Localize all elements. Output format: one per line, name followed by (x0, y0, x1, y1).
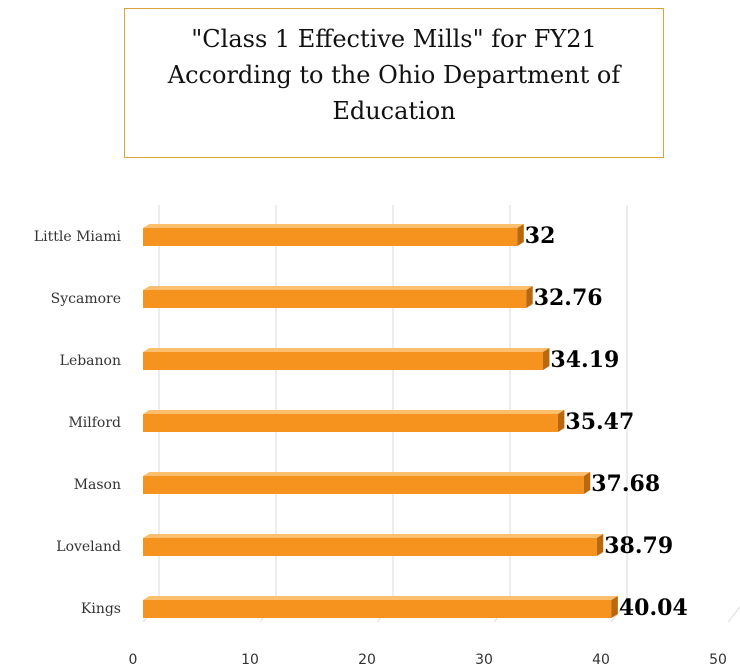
bar-front-face (143, 476, 584, 494)
data-label: 32 (525, 223, 556, 249)
bar (143, 472, 591, 494)
labels: 0 10 20 30 40 50 Little Miami 32 Sycamore 32.76 Le… (34, 223, 727, 666)
x-tick-label: 10 (241, 652, 259, 666)
x-tick-label: 30 (475, 652, 493, 666)
data-label: 34.19 (550, 347, 619, 373)
floor-gridline (727, 606, 740, 623)
data-label: 38.79 (604, 533, 673, 559)
data-label: 32.76 (534, 285, 603, 311)
bar-top-face (143, 348, 550, 352)
bar-top-face (143, 410, 565, 414)
x-tick-label: 40 (592, 652, 610, 666)
bar-top-face (143, 224, 524, 228)
bar-top-face (143, 534, 604, 538)
bar (143, 224, 524, 246)
bar (143, 596, 618, 618)
bar-side-face (611, 596, 618, 618)
data-label: 40.04 (619, 595, 688, 621)
category-label: Loveland (56, 539, 121, 555)
bar-front-face (143, 228, 518, 246)
bar-side-face (526, 286, 533, 308)
bar-side-face (583, 472, 591, 494)
data-label: 37.68 (591, 471, 660, 497)
bar-front-face (143, 352, 544, 370)
bar-top-face (143, 286, 533, 290)
category-label: Kings (81, 601, 121, 617)
bar (143, 410, 565, 432)
data-label: 35.47 (565, 409, 634, 435)
bar-side-face (543, 348, 550, 370)
floor-gridline (610, 601, 628, 623)
chart-title-box: "Class 1 Effective Mills" for FY21 Accor… (124, 8, 664, 158)
chart-title: "Class 1 Effective Mills" for FY21 Accor… (167, 25, 621, 125)
bar (143, 534, 604, 556)
bar-front-face (143, 414, 558, 432)
x-tick-label: 0 (129, 652, 138, 666)
bar-front-face (143, 600, 612, 618)
category-label: Lebanon (60, 353, 121, 369)
category-label: Little Miami (34, 229, 122, 245)
bars (143, 224, 618, 618)
x-tick-label: 50 (709, 652, 727, 666)
bar-side-face (557, 410, 565, 432)
bar-top-face (143, 472, 591, 476)
category-label: Sycamore (51, 291, 121, 307)
bar (143, 348, 550, 370)
category-label: Milford (68, 415, 121, 431)
bar-front-face (143, 290, 527, 308)
bar-side-face (517, 224, 524, 246)
bar-side-face (596, 534, 604, 556)
bar-front-face (143, 538, 597, 556)
x-tick-label: 20 (358, 652, 376, 666)
bar-top-face (143, 596, 618, 600)
bar (143, 286, 533, 308)
category-label: Mason (74, 477, 121, 493)
